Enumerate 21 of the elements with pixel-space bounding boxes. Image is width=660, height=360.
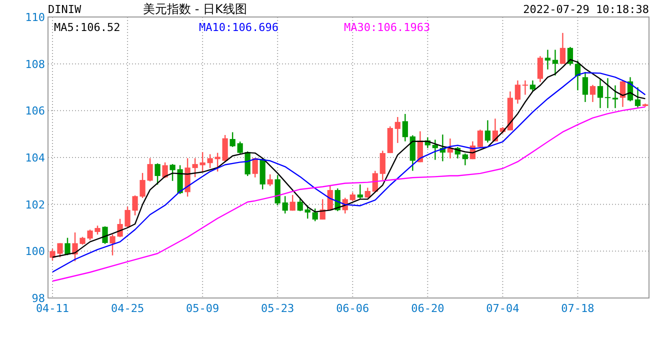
y-tick-label: 104 (25, 152, 46, 164)
y-tick-label: 100 (25, 245, 45, 258)
x-tick-label: 07-18 (561, 302, 594, 315)
x-tick-label: 04-25 (110, 302, 144, 315)
chart-title: 美元指数 - 日K线图 (143, 2, 247, 16)
x-tick-label: 05-09 (186, 302, 220, 315)
text: MA5:106.52 (54, 21, 120, 34)
x-tick-label: 05-23 (261, 302, 294, 315)
text: DINIW (48, 3, 82, 16)
text: 2022-07-29 10:18:38 (523, 3, 649, 16)
x-tick-label: 07-04 (486, 302, 520, 315)
y-tick-label: 106 (25, 104, 45, 118)
text: MA10:106.696 (199, 21, 278, 34)
y-tick-label: 102 (25, 198, 45, 212)
x-tick-label: 06-06 (336, 302, 370, 315)
y-tick-label: 98 (32, 292, 45, 305)
text: MA30:106.1963 (344, 21, 430, 34)
x-tick-label: 06-20 (411, 302, 444, 315)
y-tick-label: 108 (25, 58, 45, 71)
x-tick-label: 04-11 (36, 302, 70, 315)
y-tick-label: 110 (25, 11, 45, 24)
